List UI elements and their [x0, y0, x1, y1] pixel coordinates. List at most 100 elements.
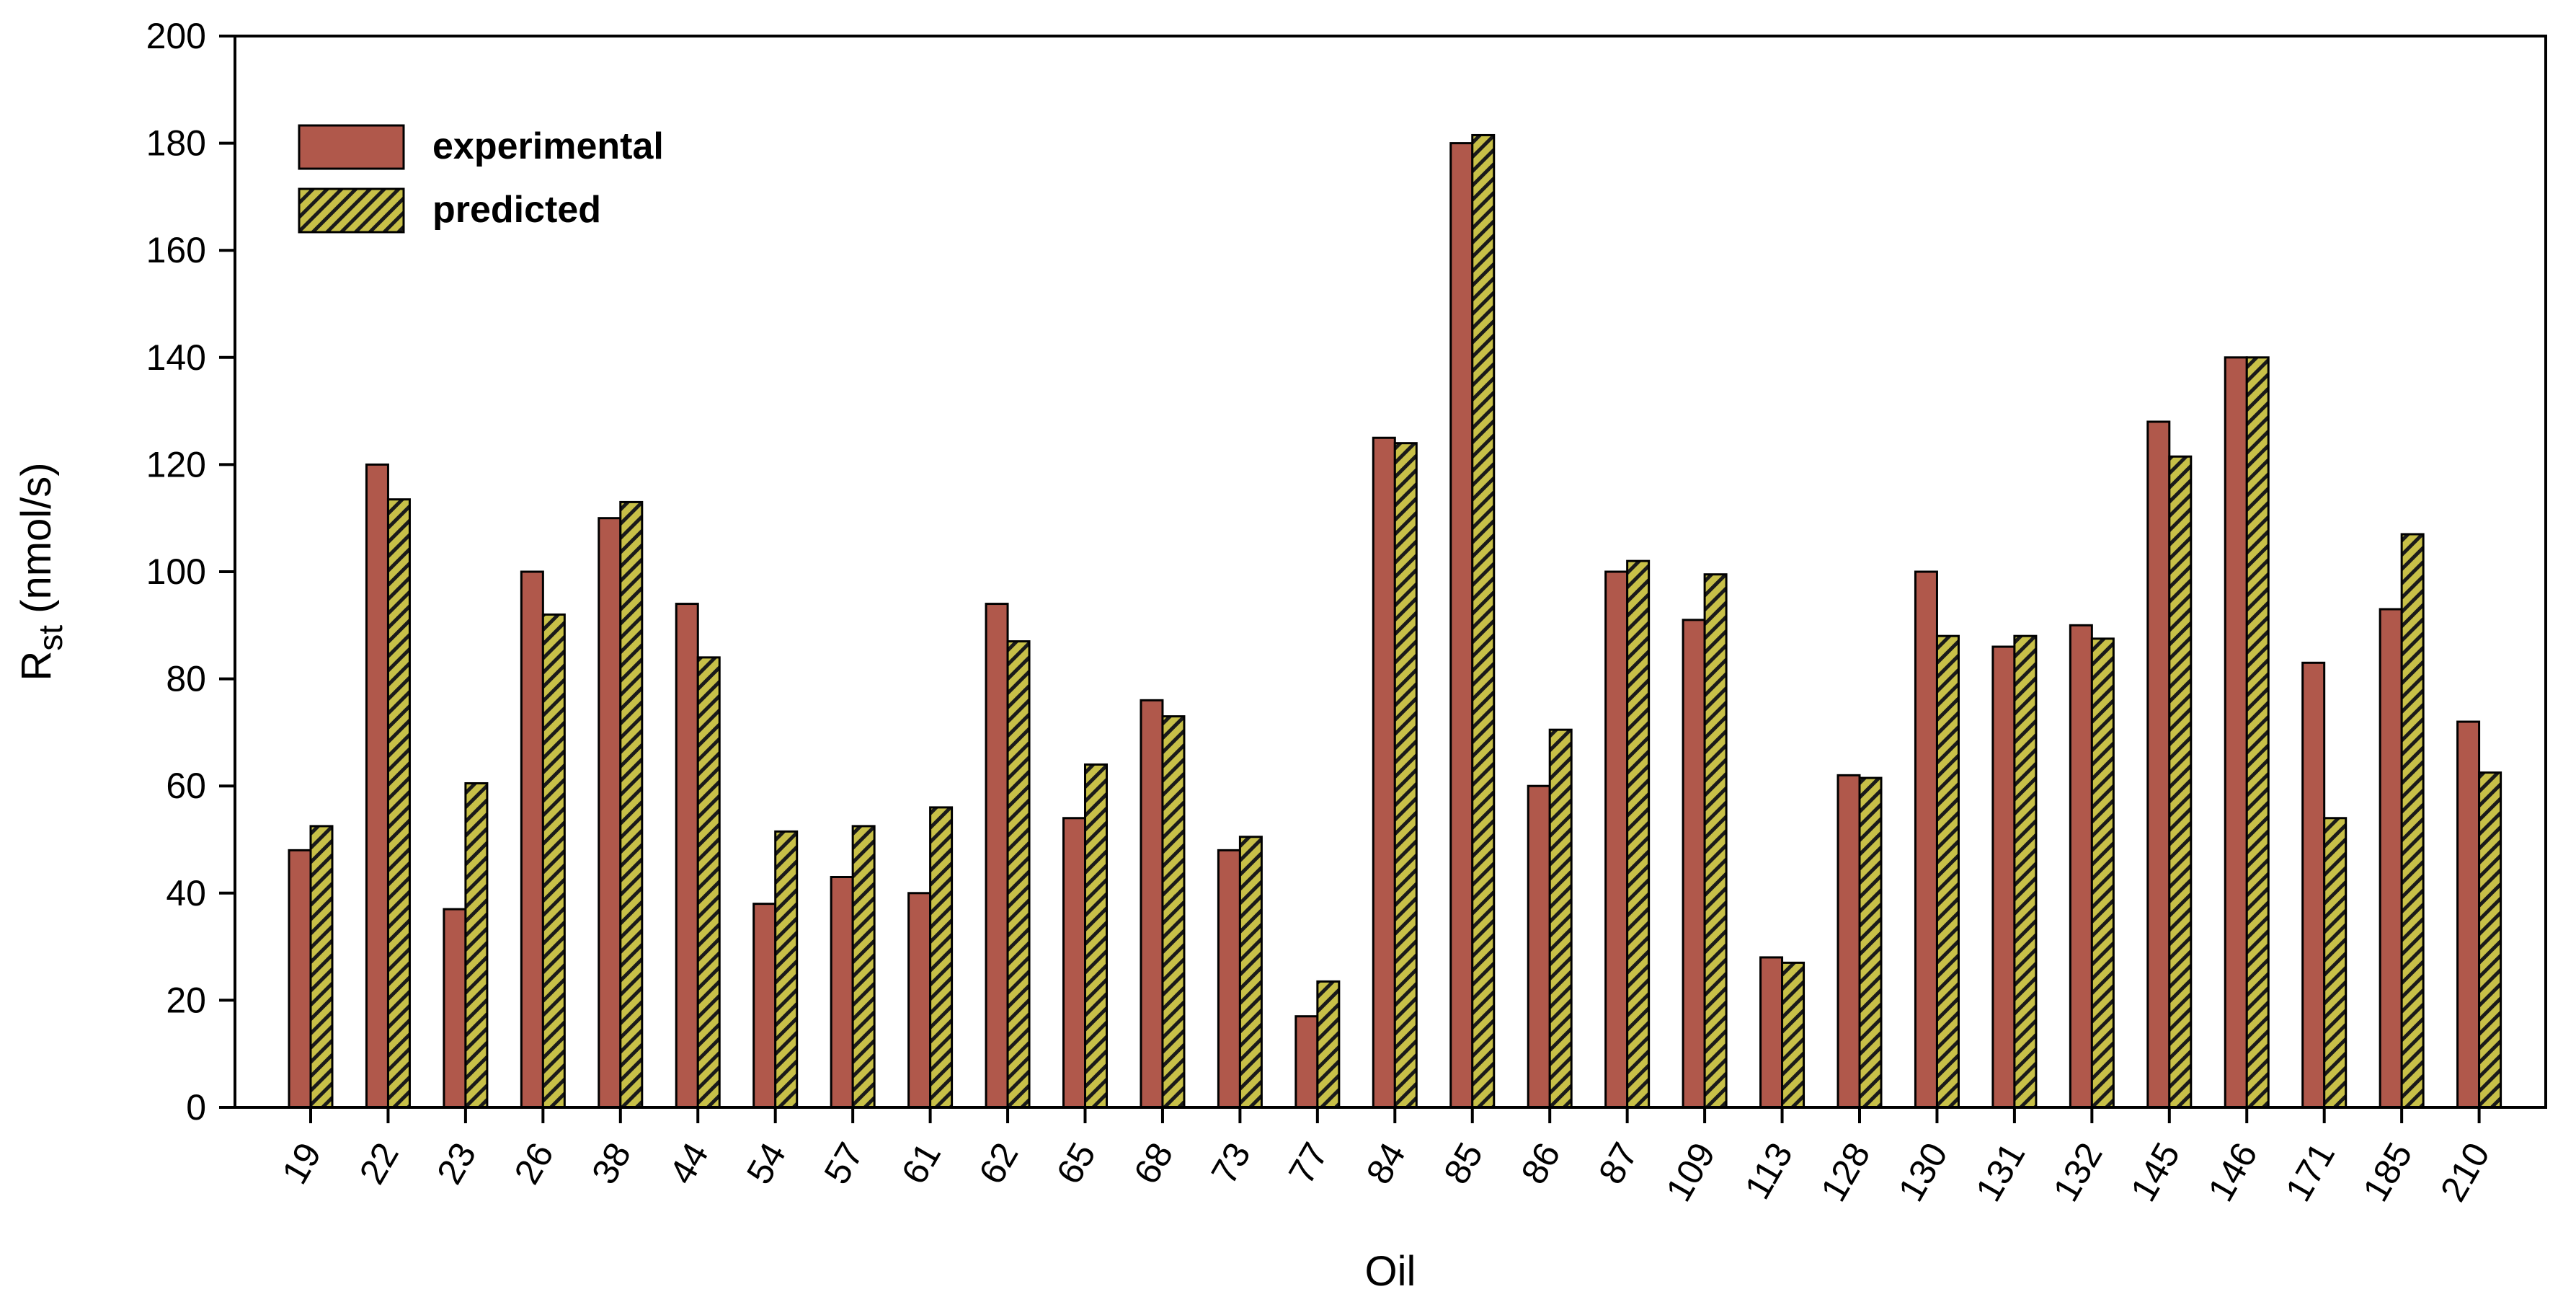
bar-predicted-54 — [774, 830, 799, 1109]
x-axis: 19 22 23 26 38 44 54 57 61 62 65 68 73 77 84 85 86 87 109 1… — [274, 1107, 2497, 1208]
bar-experimental-19 — [288, 849, 312, 1109]
bar-experimental-68 — [1140, 699, 1164, 1109]
x-tick-label: 61 — [894, 1136, 949, 1191]
bars-layer — [288, 133, 2502, 1109]
y-tick-label: 80 — [166, 659, 206, 699]
y-tick-label: 180 — [146, 123, 206, 164]
bar-experimental-23 — [443, 908, 467, 1109]
y-tick-label: 20 — [166, 980, 206, 1020]
bar-predicted-87 — [1626, 559, 1651, 1109]
bar-experimental-77 — [1294, 1015, 1319, 1109]
bar-predicted-113 — [1781, 961, 1806, 1109]
x-tick-label: 73 — [1204, 1136, 1258, 1191]
bar-predicted-23 — [464, 782, 489, 1109]
x-tick-label: 113 — [1737, 1136, 1800, 1206]
x-tick-label: 171 — [2278, 1136, 2342, 1208]
bar-predicted-210 — [2478, 771, 2502, 1109]
x-tick-label: 128 — [1813, 1136, 1878, 1208]
bar-predicted-185 — [2400, 533, 2425, 1109]
y-tick-label: 100 — [146, 552, 206, 592]
y-tick-label: 0 — [186, 1087, 206, 1128]
bar-experimental-113 — [1759, 956, 1784, 1109]
bar-experimental-171 — [2301, 661, 2326, 1109]
x-tick-label: 65 — [1049, 1136, 1103, 1191]
x-tick-label: 23 — [429, 1136, 484, 1191]
bar-experimental-54 — [752, 903, 777, 1109]
bar-predicted-57 — [851, 825, 876, 1109]
bar-predicted-22 — [386, 498, 411, 1109]
bar-predicted-132 — [2090, 637, 2115, 1109]
bar-experimental-57 — [830, 876, 854, 1109]
x-tick-label: 86 — [1513, 1136, 1568, 1191]
legend-swatch-experimental — [298, 124, 405, 170]
y-axis-title-main: R — [13, 651, 60, 681]
bar-experimental-145 — [2146, 420, 2171, 1109]
bar-predicted-85 — [1471, 133, 1496, 1109]
x-tick-label: 87 — [1591, 1136, 1645, 1191]
bar-experimental-86 — [1527, 784, 1551, 1109]
bar-experimental-130 — [1914, 570, 1938, 1109]
bar-experimental-132 — [2069, 624, 2093, 1109]
bar-predicted-109 — [1703, 573, 1728, 1109]
x-tick-label: 132 — [2046, 1136, 2110, 1208]
bar-experimental-44 — [675, 603, 699, 1109]
bar-predicted-131 — [2013, 634, 2038, 1109]
x-tick-label: 62 — [971, 1136, 1026, 1191]
bar-experimental-109 — [1682, 619, 1706, 1109]
bar-predicted-68 — [1161, 715, 1186, 1109]
bar-predicted-61 — [929, 806, 954, 1109]
x-tick-label: 44 — [661, 1136, 716, 1191]
bar-predicted-77 — [1316, 980, 1341, 1109]
x-tick-label: 130 — [1891, 1136, 1955, 1208]
y-tick-label: 120 — [146, 444, 206, 484]
bar-predicted-145 — [2168, 455, 2193, 1109]
x-tick-label: 26 — [507, 1136, 561, 1191]
bar-predicted-130 — [1935, 634, 1960, 1109]
legend-label-predicted: predicted — [432, 189, 601, 231]
bar-predicted-38 — [619, 500, 644, 1109]
bar-experimental-131 — [1991, 645, 2016, 1109]
bar-experimental-87 — [1604, 570, 1629, 1109]
bar-experimental-84 — [1372, 436, 1396, 1109]
bar-predicted-26 — [541, 613, 566, 1109]
bar-experimental-185 — [2379, 608, 2403, 1109]
bar-experimental-128 — [1836, 774, 1861, 1109]
bar-experimental-85 — [1449, 142, 1474, 1109]
bar-experimental-22 — [365, 463, 389, 1109]
x-axis-title: Oil — [1365, 1248, 1416, 1295]
bar-experimental-65 — [1062, 817, 1086, 1109]
bar-predicted-146 — [2245, 356, 2270, 1109]
x-tick-label: 54 — [739, 1136, 794, 1191]
x-tick-label: 77 — [1281, 1136, 1336, 1191]
bar-predicted-86 — [1548, 728, 1573, 1109]
y-tick-label: 200 — [146, 16, 206, 56]
y-tick-label: 40 — [166, 873, 206, 913]
bar-predicted-128 — [1858, 776, 1883, 1109]
x-tick-label: 84 — [1359, 1136, 1413, 1191]
x-tick-label: 109 — [1658, 1136, 1723, 1208]
bar-predicted-44 — [696, 656, 721, 1109]
bar-predicted-73 — [1238, 836, 1263, 1109]
bar-experimental-210 — [2456, 720, 2481, 1109]
bar-experimental-26 — [520, 570, 544, 1109]
x-tick-label: 19 — [274, 1136, 329, 1191]
legend-label-experimental: experimental — [432, 125, 664, 167]
legend-swatch-predicted — [298, 187, 405, 234]
x-tick-label: 146 — [2200, 1136, 2265, 1208]
y-tick-label: 60 — [166, 766, 206, 806]
y-axis-title-unit: (nmol/s) — [13, 462, 60, 625]
bar-experimental-73 — [1217, 849, 1241, 1109]
x-tick-label: 131 — [1968, 1136, 2033, 1208]
bar-experimental-61 — [907, 892, 932, 1109]
x-tick-label: 85 — [1436, 1136, 1491, 1191]
bar-predicted-19 — [309, 825, 334, 1109]
bar-experimental-146 — [2224, 356, 2248, 1109]
bar-predicted-65 — [1084, 763, 1108, 1109]
y-axis: 0 20 40 60 80 100 120 140 160 180 200 — [146, 16, 235, 1128]
bar-predicted-171 — [2323, 817, 2348, 1109]
x-tick-label: 210 — [2433, 1136, 2497, 1208]
bar-predicted-84 — [1393, 442, 1418, 1109]
y-axis-title: Rst (nmol/s) — [13, 462, 69, 681]
x-tick-label: 68 — [1126, 1136, 1181, 1191]
bar-predicted-62 — [1006, 640, 1031, 1109]
